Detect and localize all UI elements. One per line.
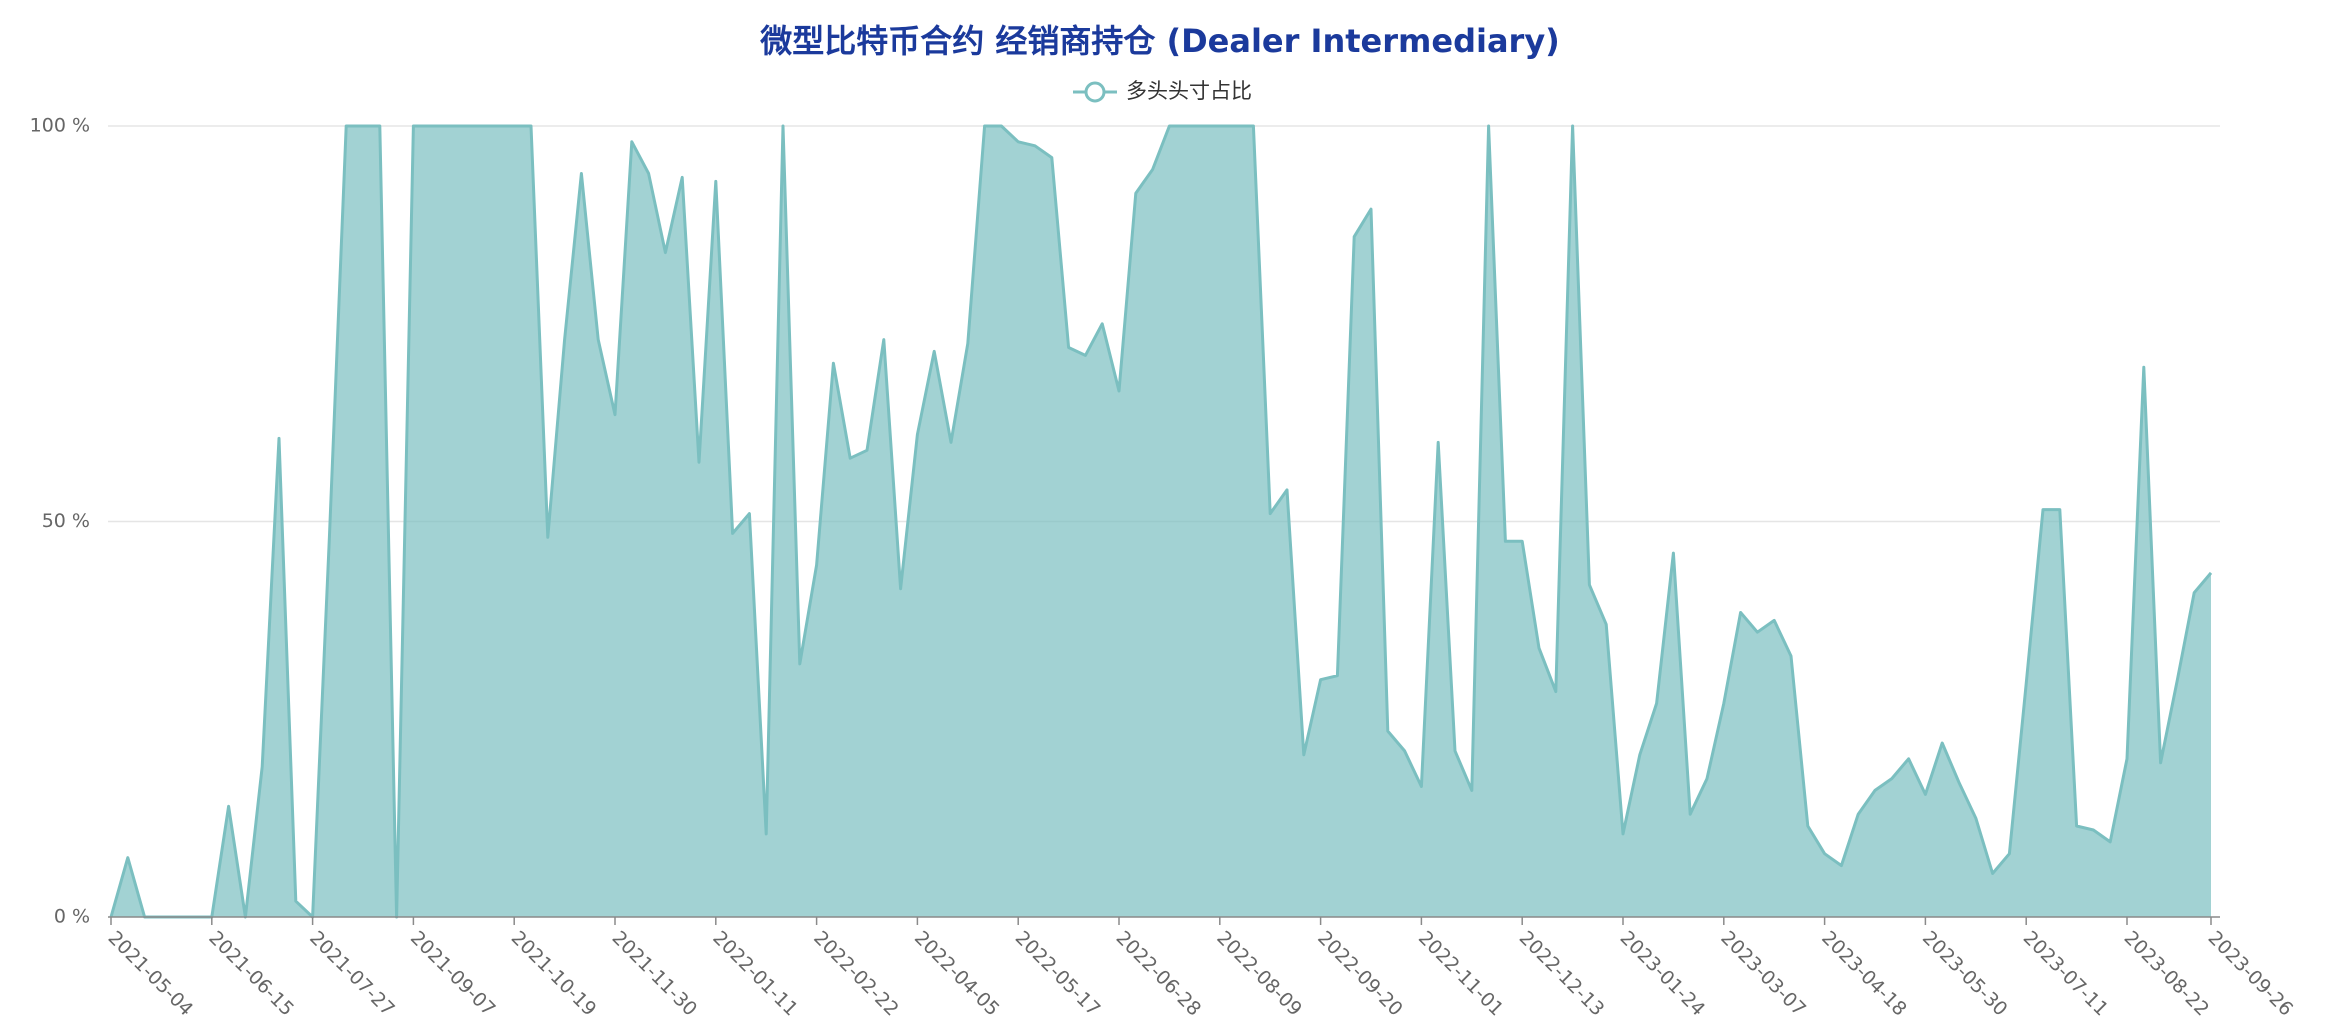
- x-tick-label: 2023-08-22: [2120, 927, 2214, 1021]
- x-tick-label: 2023-01-24: [1616, 927, 1710, 1021]
- x-tick-label: 2023-04-18: [1817, 927, 1911, 1021]
- y-tick-label: 100 %: [30, 115, 90, 137]
- chart-title: 微型比特币合约 经销商持仓 (Dealer Intermediary): [759, 22, 1560, 60]
- x-tick-label: 2023-05-30: [1918, 927, 2012, 1021]
- x-tick-label: 2023-03-07: [1716, 927, 1810, 1021]
- y-tick-label: 50 %: [42, 510, 90, 532]
- x-tick-label: 2021-09-07: [406, 927, 500, 1021]
- x-tick-label: 2021-10-19: [507, 927, 601, 1021]
- x-tick-label: 2021-06-15: [204, 927, 298, 1021]
- x-tick-label: 2022-01-11: [708, 927, 802, 1021]
- x-tick-label: 2023-09-26: [2204, 927, 2298, 1021]
- x-tick-label: 2022-02-22: [809, 927, 903, 1021]
- x-tick-label: 2022-08-09: [1212, 927, 1306, 1021]
- line: [109, 124, 2213, 919]
- y-tick-label: 0 %: [54, 906, 90, 928]
- x-tick-label: 2022-05-17: [1011, 927, 1105, 1021]
- area: [111, 126, 2211, 917]
- x-tick-label: 2022-04-05: [910, 927, 1004, 1021]
- x-tick-label: 2022-06-28: [1112, 927, 1206, 1021]
- x-tick-label: 2022-11-01: [1414, 927, 1508, 1021]
- x-tick-label: 2022-09-20: [1313, 927, 1407, 1021]
- x-tick-label: 2022-12-13: [1515, 927, 1609, 1021]
- legend-marker: [1084, 81, 1106, 103]
- legend-label: 多头头寸占比: [1126, 79, 1252, 103]
- x-tick-label: 2021-07-27: [305, 927, 399, 1021]
- x-tick-label: 2021-11-30: [608, 927, 702, 1021]
- x-tick-label: 2021-05-04: [104, 927, 198, 1021]
- x-tick-label: 2023-07-11: [2019, 927, 2113, 1021]
